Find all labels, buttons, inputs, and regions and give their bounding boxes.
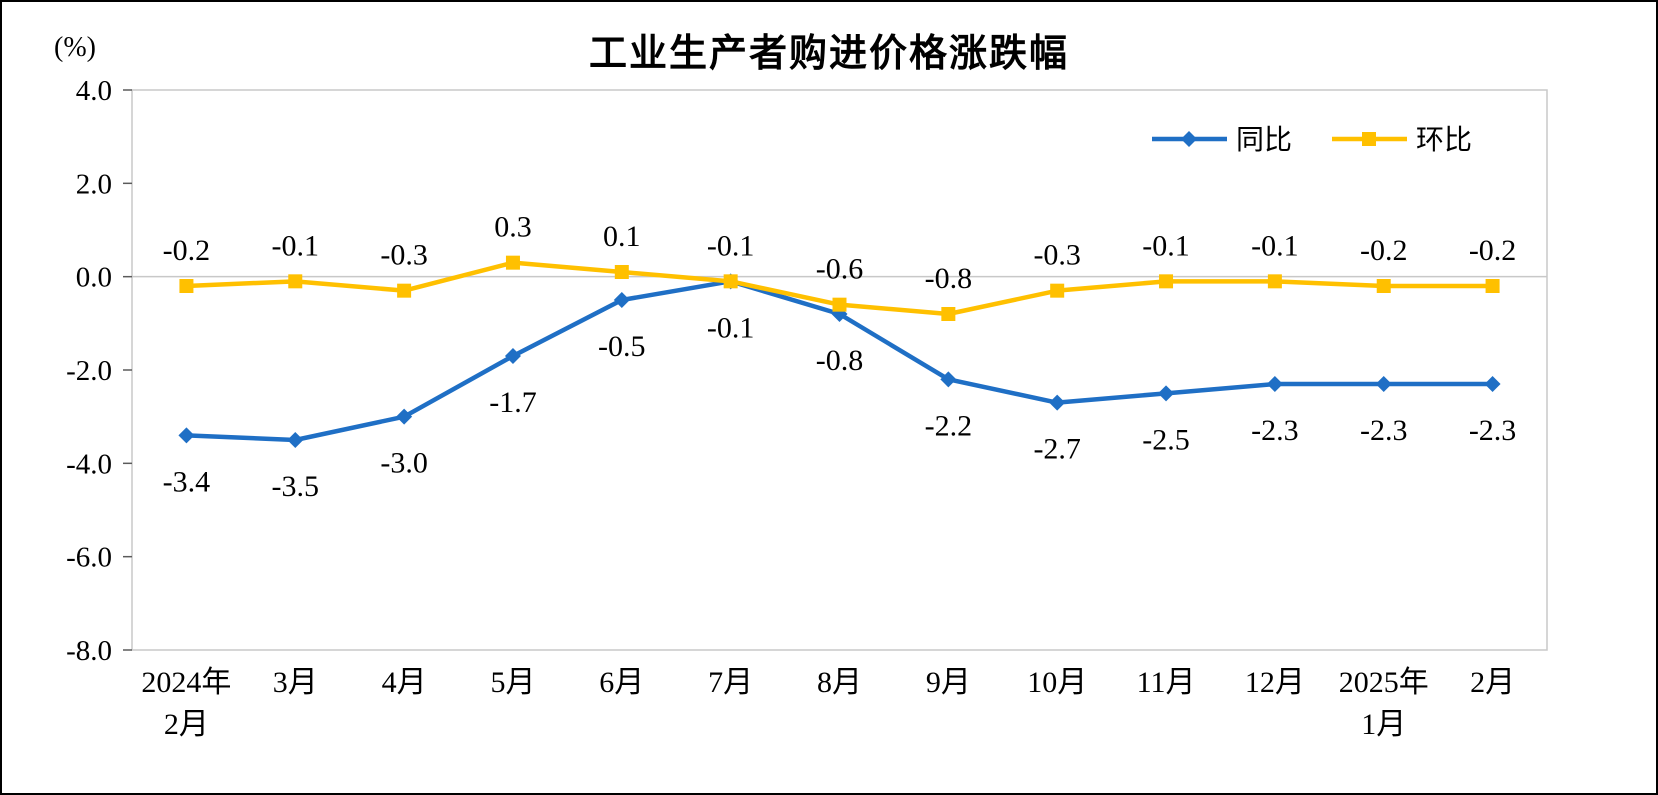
diamond-marker-icon xyxy=(396,408,413,425)
square-marker-icon xyxy=(397,283,412,298)
x-tick-label: 2月 xyxy=(164,708,209,741)
y-tick-label: -2.0 xyxy=(66,355,112,387)
diamond-marker-icon xyxy=(287,432,304,448)
data-label: -2.3 xyxy=(1469,414,1517,447)
x-tick-label: 6月 xyxy=(599,666,644,699)
x-tick-label: 8月 xyxy=(817,666,862,699)
data-label: -0.2 xyxy=(1360,234,1408,267)
diamond-marker-icon xyxy=(940,371,957,388)
data-label: -2.3 xyxy=(1251,414,1299,447)
x-tick-label: 4月 xyxy=(382,666,427,699)
data-label: -3.0 xyxy=(380,447,428,480)
x-tick-label: 12月 xyxy=(1245,666,1305,699)
legend-label: 同比 xyxy=(1236,124,1292,156)
y-tick-label: 2.0 xyxy=(76,168,112,200)
x-tick-label: 9月 xyxy=(926,666,971,699)
square-marker-icon xyxy=(832,297,847,312)
data-label: -0.1 xyxy=(707,311,755,344)
data-label: -1.7 xyxy=(489,386,537,419)
x-tick-label: 3月 xyxy=(273,666,318,699)
data-label: -0.6 xyxy=(816,253,864,286)
data-label: -2.7 xyxy=(1033,433,1081,466)
square-marker-icon xyxy=(1362,132,1376,146)
data-label: -0.3 xyxy=(380,239,428,272)
y-axis-unit-label: (%) xyxy=(54,32,96,63)
diamond-marker-icon xyxy=(613,292,630,308)
data-label: 0.1 xyxy=(603,220,641,253)
y-tick-label: -4.0 xyxy=(66,448,112,480)
data-label: -2.5 xyxy=(1142,423,1190,456)
diamond-marker-icon xyxy=(504,348,521,364)
square-marker-icon xyxy=(1159,274,1174,289)
legend-item: 同比 xyxy=(1152,124,1292,156)
diamond-marker-icon xyxy=(1049,394,1066,411)
data-label: -0.8 xyxy=(816,344,864,377)
diamond-marker-icon xyxy=(1484,376,1501,392)
square-marker-icon xyxy=(1485,279,1500,293)
diamond-marker-icon xyxy=(1266,376,1283,392)
chart-title: 工业生产者购进价格涨跌幅 xyxy=(588,33,1069,75)
series-同比: -3.4 -3.5 -3.0 -1.7 -0.5 -0.1 -0.8 -2.2 -2.7 -2.5… xyxy=(163,273,1517,503)
square-marker-icon xyxy=(941,307,956,321)
data-label: -3.5 xyxy=(272,470,320,503)
square-marker-icon xyxy=(505,255,520,270)
data-label: -2.3 xyxy=(1360,414,1408,447)
x-tick-label: 2024年 xyxy=(141,666,231,699)
x-tick-label: 11月 xyxy=(1137,666,1196,699)
data-label: -0.1 xyxy=(1142,229,1190,262)
data-label: 0.3 xyxy=(494,211,532,244)
data-label: -2.2 xyxy=(925,409,973,442)
diamond-marker-icon xyxy=(1181,131,1197,147)
legend-label: 环比 xyxy=(1416,124,1472,156)
legend-item: 环比 xyxy=(1332,124,1472,156)
square-marker-icon xyxy=(723,274,738,289)
x-tick-label: 10月 xyxy=(1027,666,1087,699)
x-tick-label: 2月 xyxy=(1470,666,1515,699)
y-tick-label: -6.0 xyxy=(66,542,112,574)
data-label: -0.3 xyxy=(1033,239,1081,272)
y-tick-label: -8.0 xyxy=(66,635,112,667)
square-marker-icon xyxy=(1050,283,1065,298)
x-tick-label: 5月 xyxy=(490,666,535,699)
x-tick-label: 2025年 xyxy=(1339,666,1429,699)
diamond-marker-icon xyxy=(1375,376,1392,392)
diamond-marker-icon xyxy=(178,427,195,444)
data-label: -3.4 xyxy=(163,465,211,498)
x-tick-label: 7月 xyxy=(708,666,753,699)
square-marker-icon xyxy=(1376,279,1391,293)
diamond-marker-icon xyxy=(1158,385,1175,402)
data-label: -0.5 xyxy=(598,330,646,363)
square-marker-icon xyxy=(614,265,629,279)
y-tick-label: 0.0 xyxy=(76,262,112,294)
data-label: -0.8 xyxy=(925,262,973,295)
data-label: -0.2 xyxy=(1469,234,1517,267)
square-marker-icon xyxy=(1267,274,1282,289)
x-tick-label: 1月 xyxy=(1361,708,1406,741)
data-label: -0.2 xyxy=(163,234,211,267)
data-label: -0.1 xyxy=(707,229,755,262)
data-label: -0.1 xyxy=(272,229,320,262)
data-label: -0.1 xyxy=(1251,229,1299,262)
square-marker-icon xyxy=(288,274,303,289)
series-环比: -0.2 -0.1 -0.3 0.3 0.1 -0.1 -0.6 -0.8 -0.3 -0.1 -0… xyxy=(163,211,1517,321)
y-tick-label: 4.0 xyxy=(76,75,112,107)
square-marker-icon xyxy=(179,279,194,293)
